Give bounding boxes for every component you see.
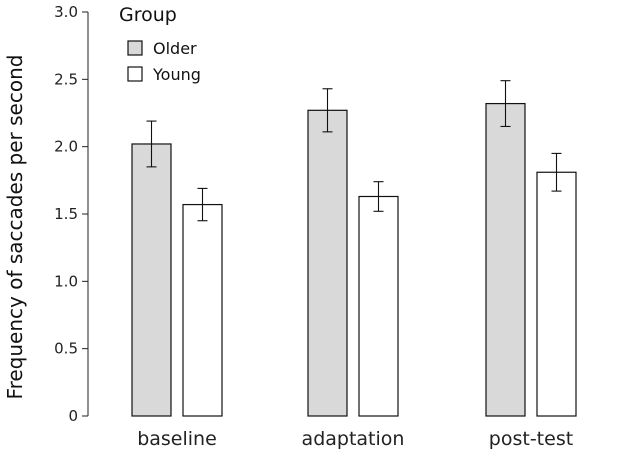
bar-older-baseline [131,143,172,417]
y-tick-label-5: 2.5 [54,70,78,88]
legend-swatch-young [127,66,143,82]
bar-young-adaptation [358,195,399,417]
bars-group [131,80,577,417]
y-axis-ticks: 0 0.5 1.0 1.5 2.0 2.5 3.0 [54,3,88,425]
y-tick-label-0: 0 [68,407,78,425]
y-tick-label-1: 0.5 [54,340,78,358]
y-tick-label-6: 3.0 [54,3,78,21]
bar-young-post-test [536,171,577,417]
x-axis-labels: baseline adaptation post-test [137,428,573,450]
y-tick-label-3: 1.5 [54,205,78,223]
legend-label-older: Older [153,39,197,58]
legend: Group Older Young [119,4,201,84]
x-label-baseline: baseline [137,428,217,450]
y-tick-label-2: 1.0 [54,272,78,290]
y-axis-label: Frequency of saccades per second [3,55,27,400]
bar-older-post-test [485,102,526,417]
legend-title: Group [119,4,177,26]
legend-label-young: Young [152,65,201,84]
bar-older-adaptation [307,109,348,417]
x-label-post-test: post-test [489,428,573,450]
x-label-adaptation: adaptation [302,428,405,450]
y-tick-label-4: 2.0 [54,138,78,156]
bar-young-baseline [182,203,223,417]
legend-swatch-older [127,40,143,56]
